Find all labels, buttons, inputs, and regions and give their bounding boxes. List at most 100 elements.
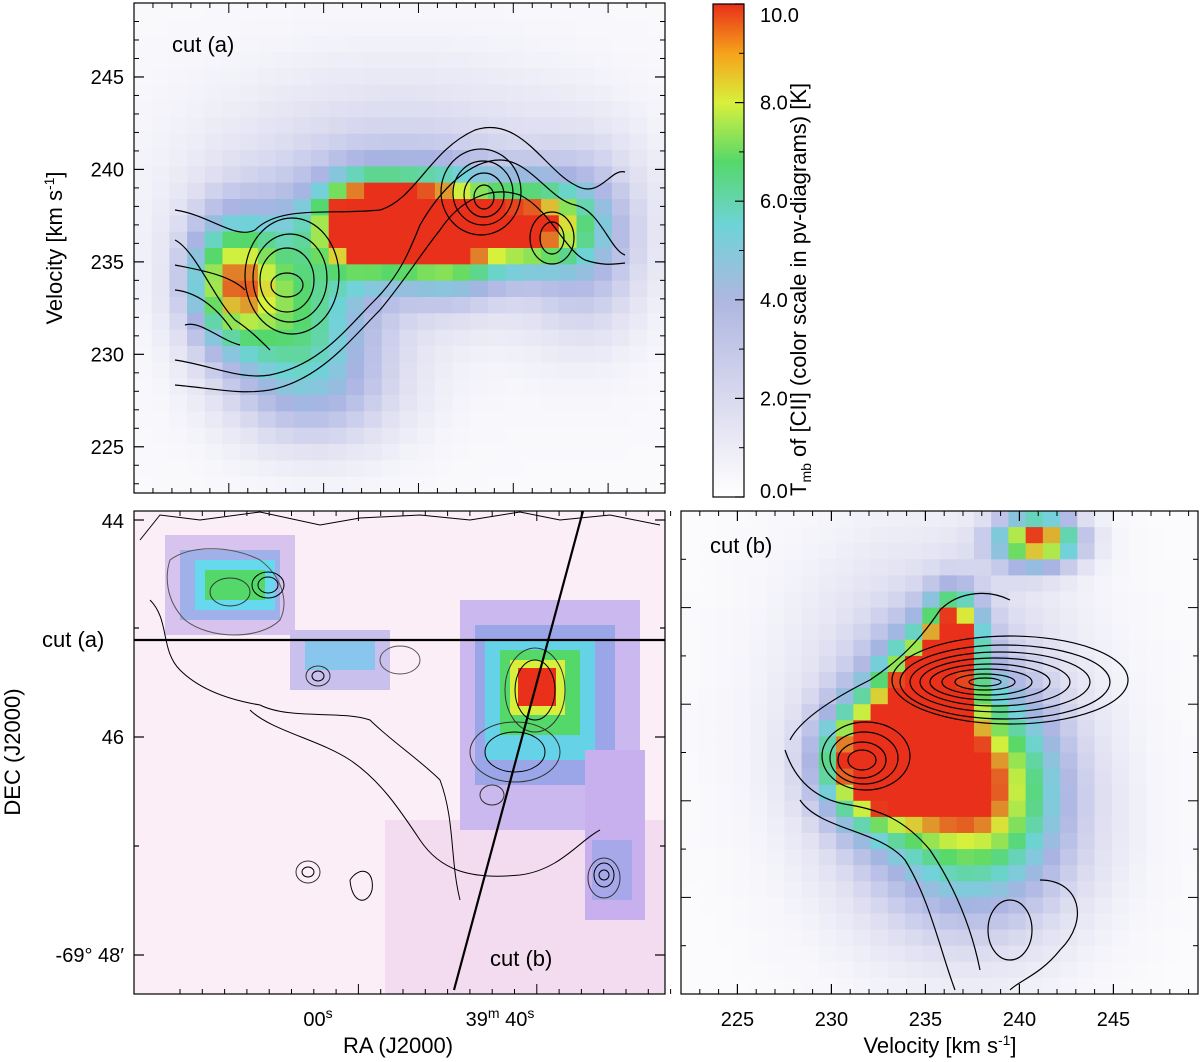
heatmap-cell-b <box>1146 977 1165 994</box>
heatmap-cell-b <box>1077 688 1096 705</box>
panel-a-title: cut (a) <box>172 32 234 57</box>
heatmap-cell-b <box>1180 800 1198 818</box>
heatmap-cell-b <box>887 816 906 834</box>
heatmap-cell-a <box>505 68 524 86</box>
heatmap-cell-a <box>311 444 330 461</box>
heatmap-cell-b <box>887 639 906 657</box>
heatmap-cell-b <box>818 881 837 898</box>
heatmap-cell-a <box>647 411 665 429</box>
heatmap-cell-b <box>905 800 923 818</box>
heatmap-cell-a <box>488 313 507 331</box>
heatmap-cell-b <box>1111 849 1130 866</box>
heatmap-cell-b <box>1180 720 1198 737</box>
heatmap-cell-b <box>905 607 923 625</box>
heatmap-cell-a <box>257 182 277 200</box>
heatmap-cell-b <box>1146 784 1165 802</box>
heatmap-cell-b <box>870 849 889 866</box>
heatmap-cell-a <box>523 3 542 20</box>
heatmap-cell-b <box>1060 575 1078 593</box>
heatmap-cell-a <box>417 476 436 493</box>
heatmap-cell-b <box>956 913 975 931</box>
heatmap-cell-a <box>452 150 471 167</box>
heatmap-cell-b <box>836 977 854 994</box>
heatmap-cell-a <box>576 117 595 135</box>
heatmap-cell-a <box>311 264 330 282</box>
heatmap-cell-a <box>505 378 524 396</box>
heatmap-cell-a <box>629 329 648 347</box>
heatmap-cell-b <box>681 623 699 641</box>
heatmap-cell-b <box>1077 639 1096 657</box>
heatmap-cell-a <box>629 133 648 151</box>
heatmap-cell-a <box>417 19 436 37</box>
heatmap-cell-b <box>1094 639 1113 657</box>
heatmap-cell-a <box>541 117 560 135</box>
heatmap-cell-a <box>169 199 188 216</box>
heatmap-cell-a <box>417 460 436 478</box>
heatmap-cell-a <box>381 248 401 265</box>
heatmap-cell-a <box>364 395 383 412</box>
heatmap-cell-b <box>1129 800 1147 818</box>
heatmap-cell-a <box>222 231 241 249</box>
heatmap-cell-a <box>488 19 507 37</box>
heatmap-cell-a <box>505 280 524 298</box>
heatmap-cell-a <box>470 460 489 478</box>
heatmap-cell-b <box>767 833 785 850</box>
heatmap-cell-b <box>1129 849 1147 866</box>
heatmap-cell-a <box>328 427 347 445</box>
heatmap-cell-a <box>611 117 631 135</box>
contour-b <box>899 644 1111 720</box>
heatmap-cell-b <box>939 816 958 834</box>
heatmap-cell-a <box>364 476 383 493</box>
heatmap-cell-a <box>629 101 648 118</box>
heatmap-cell-a <box>364 166 383 184</box>
heatmap-cell-b <box>853 688 872 705</box>
heatmap-cell-b <box>991 929 1010 947</box>
heatmap-cell-b <box>1111 800 1130 818</box>
heatmap-cell-b <box>1008 543 1027 560</box>
heatmap-cell-b <box>698 961 717 979</box>
heatmap-cell-a <box>417 280 436 298</box>
heatmap-cell-b <box>681 655 699 673</box>
map-heatmap <box>134 511 665 994</box>
heatmap-cell-b <box>991 527 1010 544</box>
heatmap-cell-a <box>576 460 595 478</box>
heatmap-cell-b <box>973 511 992 528</box>
heatmap-cell-b <box>870 881 889 898</box>
heatmap-cell-b <box>853 961 872 979</box>
heatmap-cell-a <box>647 3 665 20</box>
heatmap-cell-a <box>647 280 665 298</box>
heatmap-cell-a <box>275 68 294 86</box>
heatmap-cell-b <box>991 559 1010 576</box>
heatmap-cell-a <box>434 329 454 347</box>
heatmap-cell-b <box>1146 559 1165 576</box>
heatmap-cell-b <box>749 945 768 963</box>
heatmap-cell-b <box>991 945 1010 963</box>
heatmap-cell-b <box>801 591 820 609</box>
heatmap-cell-a <box>594 133 613 151</box>
heatmap-cell-a <box>346 150 365 167</box>
heatmap-cell-a <box>222 150 241 167</box>
heatmap-cell-b <box>1163 543 1182 560</box>
heatmap-cell-b <box>836 688 854 705</box>
heatmap-cell-a <box>275 297 294 314</box>
heatmap-cell-a <box>204 264 224 282</box>
heatmap-cell-a <box>434 150 454 167</box>
heatmap-cell-b <box>991 865 1010 882</box>
map-xtick-label: 39m 40s <box>466 1005 535 1031</box>
heatmap-cell-a <box>434 52 454 69</box>
heatmap-cell-b <box>1060 865 1078 882</box>
heatmap-cell-a <box>187 199 206 216</box>
heatmap-cell-b <box>1180 768 1198 786</box>
heatmap-cell-a <box>629 166 648 184</box>
contour-b <box>847 749 877 771</box>
heatmap-cell-a <box>629 19 648 37</box>
heatmap-cell-a <box>275 35 294 53</box>
heatmap-cell-a <box>346 476 365 493</box>
heatmap-cell-a <box>311 378 330 396</box>
heatmap-cell-a <box>240 35 259 53</box>
heatmap-cell-b <box>698 784 717 802</box>
heatmap-cell-b <box>732 527 751 544</box>
heatmap-cell-b <box>1042 977 1061 994</box>
heatmap-cell-b <box>1163 607 1182 625</box>
heatmap-cell-b <box>991 575 1010 593</box>
